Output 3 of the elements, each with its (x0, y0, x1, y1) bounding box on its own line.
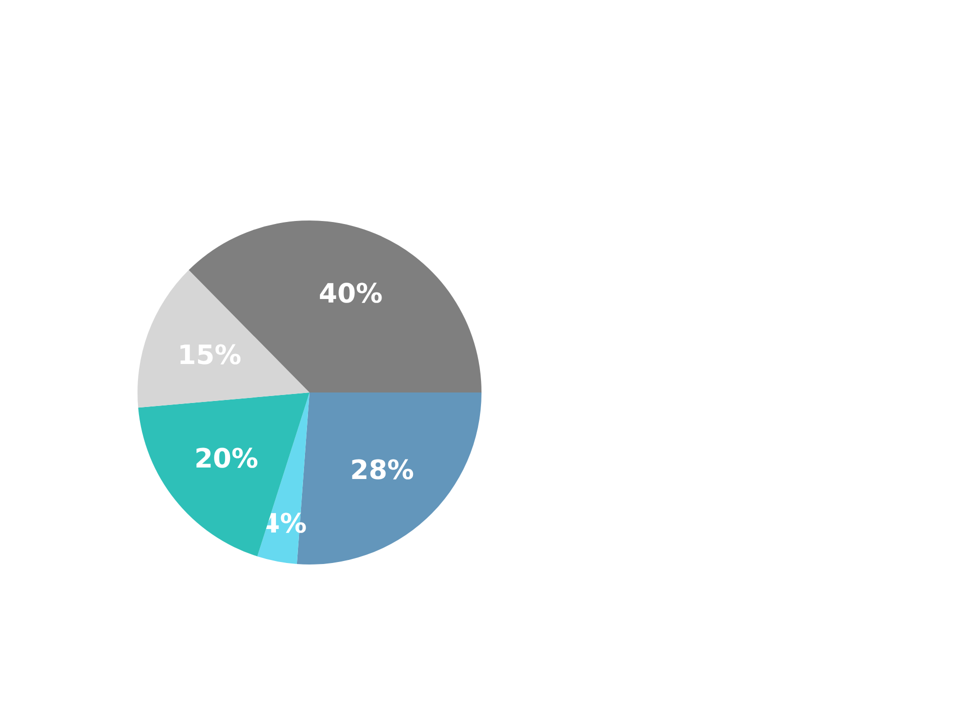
data-label: 28% (350, 455, 414, 486)
data-label: 40% (318, 278, 383, 310)
data-label: 20% (194, 444, 258, 475)
